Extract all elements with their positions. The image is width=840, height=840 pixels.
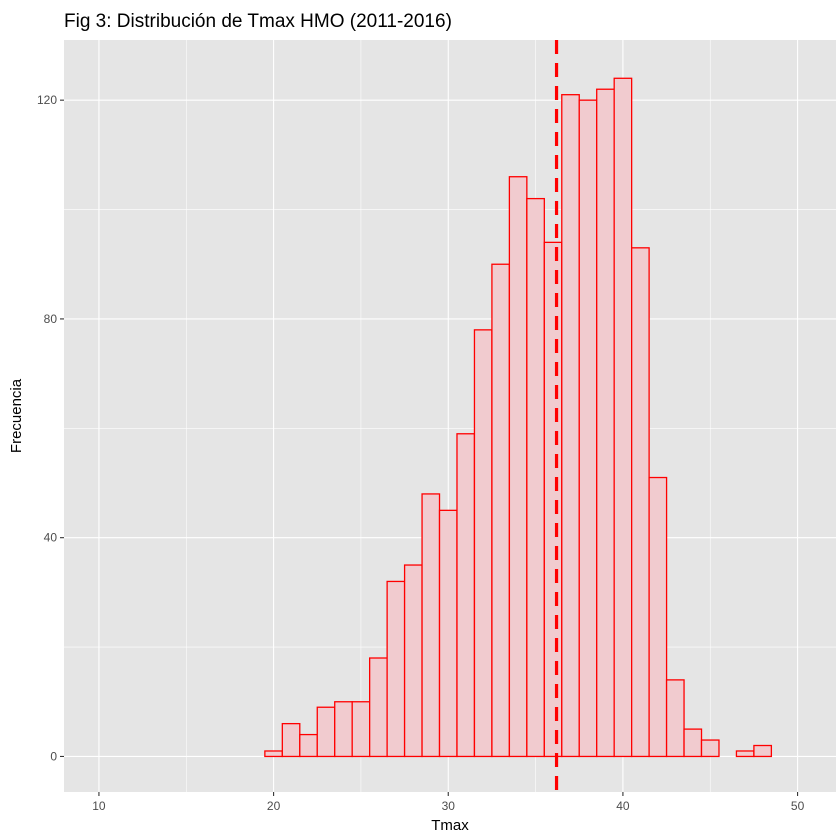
y-axis: 0 40 80 120 xyxy=(37,93,64,763)
x-tick-label: 50 xyxy=(791,799,805,813)
x-axis: 10 20 30 40 50 xyxy=(92,792,805,813)
y-tick-label: 0 xyxy=(50,749,57,763)
histogram-bar xyxy=(561,94,580,758)
histogram-bar xyxy=(491,263,511,758)
chart-title: Fig 3: Distribución de Tmax HMO (2011-20… xyxy=(64,11,452,32)
histogram-bar xyxy=(526,197,545,758)
y-axis-title: Frecuencia xyxy=(8,378,25,453)
histogram-bar xyxy=(648,476,668,758)
x-axis-title: Tmax xyxy=(431,817,469,834)
x-tick-label: 40 xyxy=(616,799,630,813)
histogram-bar xyxy=(735,750,755,758)
y-tick-label: 120 xyxy=(37,93,57,107)
histogram-bar xyxy=(421,493,441,758)
histogram-bar xyxy=(281,722,301,758)
y-tick-label: 80 xyxy=(44,312,58,326)
x-tick-label: 20 xyxy=(267,799,281,813)
histogram-bar xyxy=(700,739,720,758)
histogram-bars xyxy=(264,77,773,758)
histogram-bar xyxy=(351,701,371,758)
x-tick-label: 30 xyxy=(442,799,456,813)
histogram-bar xyxy=(508,176,528,758)
histogram-bar xyxy=(753,744,773,758)
histogram-bar xyxy=(334,701,353,758)
histogram-bar xyxy=(316,706,336,758)
histogram-bar xyxy=(473,329,493,758)
histogram-bar xyxy=(665,679,685,758)
x-tick-label: 10 xyxy=(92,799,106,813)
histogram-bar xyxy=(264,750,283,758)
histogram-bar xyxy=(683,728,703,758)
histogram-bar xyxy=(613,77,633,758)
histogram-bar xyxy=(299,733,318,758)
histogram-bar xyxy=(596,88,615,758)
histogram-bar xyxy=(438,509,458,758)
histogram-bar xyxy=(543,241,563,758)
y-tick-label: 40 xyxy=(44,531,58,545)
histogram-bar xyxy=(369,657,388,758)
histogram-bar xyxy=(578,99,598,758)
histogram-bar xyxy=(403,564,423,758)
histogram-bar xyxy=(456,433,476,758)
histogram-bar xyxy=(630,247,650,758)
histogram-bar xyxy=(386,580,406,758)
